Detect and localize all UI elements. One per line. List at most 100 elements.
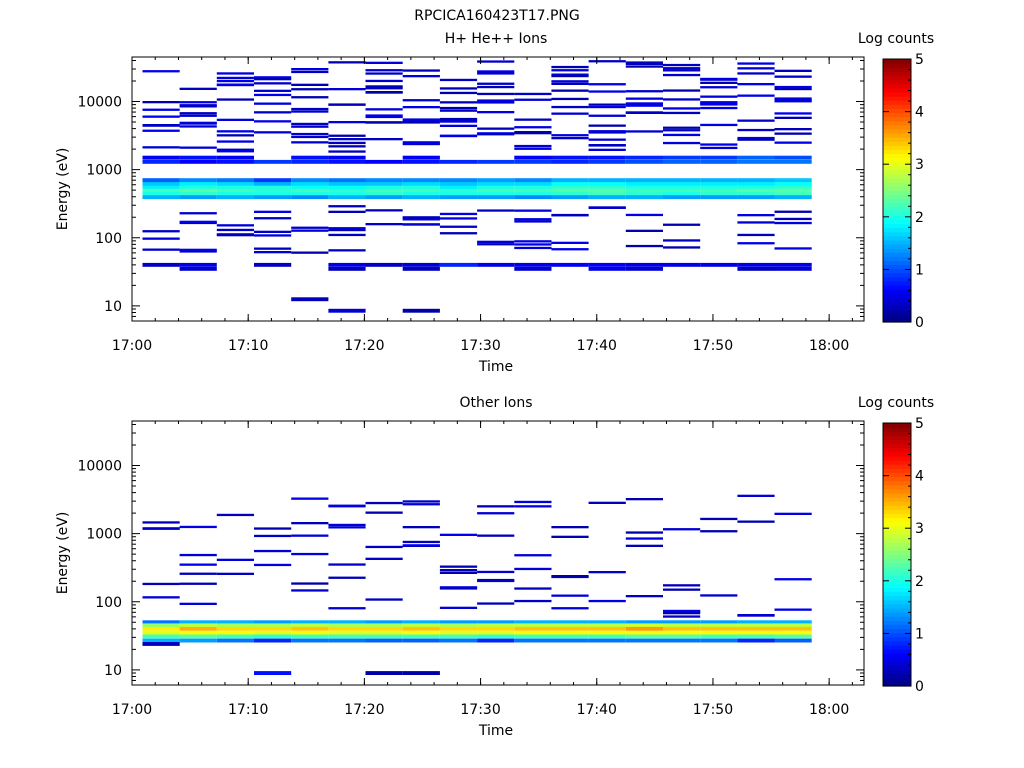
heatmap-cell [142,237,180,240]
colorbar-step [883,517,911,523]
heatmap-cell [328,607,366,610]
colorbar-step [883,289,911,294]
heatmap-cell [439,634,478,639]
heatmap-cell [216,79,254,83]
heatmap-cell [477,209,515,212]
heatmap-cell [365,121,403,124]
heatmap-cell [439,626,478,631]
heatmap-cell [625,634,663,639]
heatmap-cell [402,118,440,121]
heatmap-cell [216,192,254,196]
heatmap-cell [737,159,775,164]
heatmap-cell [477,70,515,73]
heatmap-cell [402,623,440,628]
heatmap-cell [291,96,329,99]
heatmap-cell [179,620,217,625]
heatmap-cell [477,111,515,114]
heatmap-cell [142,178,180,183]
colorbar-step [883,513,911,519]
heatmap-cell [291,226,329,229]
heatmap-cell [737,634,775,639]
heatmap-cell [514,132,552,135]
heatmap-cell [254,634,292,639]
heatmap-cell [700,262,738,267]
heatmap-cell [291,589,329,592]
heatmap-cell [402,544,440,547]
heatmap-cell [774,97,812,100]
heatmap-cell [588,181,626,186]
heatmap-cell [737,620,775,625]
heatmap-cell [179,114,217,117]
heatmap-cell [402,188,440,193]
heatmap-cell [588,626,626,631]
plot-frame [131,420,865,686]
heatmap-cell [700,634,738,639]
heatmap-cell [588,192,626,196]
heatmap-cell [588,130,626,133]
heatmap-cell [365,185,403,190]
heatmap-cell [625,544,663,547]
heatmap-cell [365,114,403,117]
heatmap-cell [179,638,217,643]
heatmap-cell [625,262,663,267]
heatmap-cell [328,150,366,153]
heatmap-cell [477,159,515,164]
heatmap-cell [514,192,552,196]
heatmap-cell [588,185,626,190]
heatmap-cell [625,102,663,105]
colorbar-step [883,297,911,303]
colorbar-step [883,174,911,179]
heatmap-cell [439,185,478,190]
colorbar-step [883,521,911,527]
colorbar-step [883,256,911,261]
heatmap-cell [142,124,180,127]
y-tick-label: 1000 [86,163,122,179]
heatmap-cell [514,144,552,148]
heatmap-cell [663,159,701,164]
heatmap-cell [179,248,217,251]
heatmap-cell [663,612,701,615]
heatmap-cell [328,88,366,91]
heatmap-cell [737,630,775,635]
heatmap-cell [365,557,403,560]
heatmap-cell [700,195,738,200]
heatmap-cell [142,626,180,631]
heatmap-cell [439,565,478,568]
heatmap-cell [365,61,403,64]
heatmap-cell [625,498,663,501]
heatmap-cell [774,181,812,186]
heatmap-cell [700,517,738,521]
colorbar-step [883,190,911,196]
heatmap-cell [216,620,254,625]
heatmap-cell [142,634,180,639]
heatmap-cell [588,620,626,625]
heatmap-cell [477,534,515,537]
colorbar-step [883,149,911,155]
heatmap-cell [663,246,701,249]
heatmap-cell [700,530,738,533]
colorbar-step [883,252,911,257]
heatmap-cell [216,98,254,101]
colorbar-step [883,231,911,237]
colorbar-step [883,640,911,646]
colorbar-step [883,108,911,114]
heatmap-cell [514,126,552,129]
heatmap-cell [179,630,217,635]
heatmap-cell [291,626,329,631]
colorbar-step [883,264,911,270]
heatmap-cell [365,91,403,94]
heatmap-cell [551,134,589,137]
colorbar-tick-label: 5 [915,416,924,432]
heatmap-cell [365,178,403,183]
heatmap-cell [216,195,254,200]
colorbar-step [883,533,911,539]
colorbar-step [883,79,911,85]
heatmap-cell [663,107,701,110]
colorbar-step [883,566,911,572]
heatmap-cell [774,634,812,639]
colorbar-step [883,67,911,72]
heatmap-cell [625,65,663,68]
colorbar-step [883,161,911,167]
heatmap-cell [142,115,180,118]
heatmap-cell [328,623,366,628]
